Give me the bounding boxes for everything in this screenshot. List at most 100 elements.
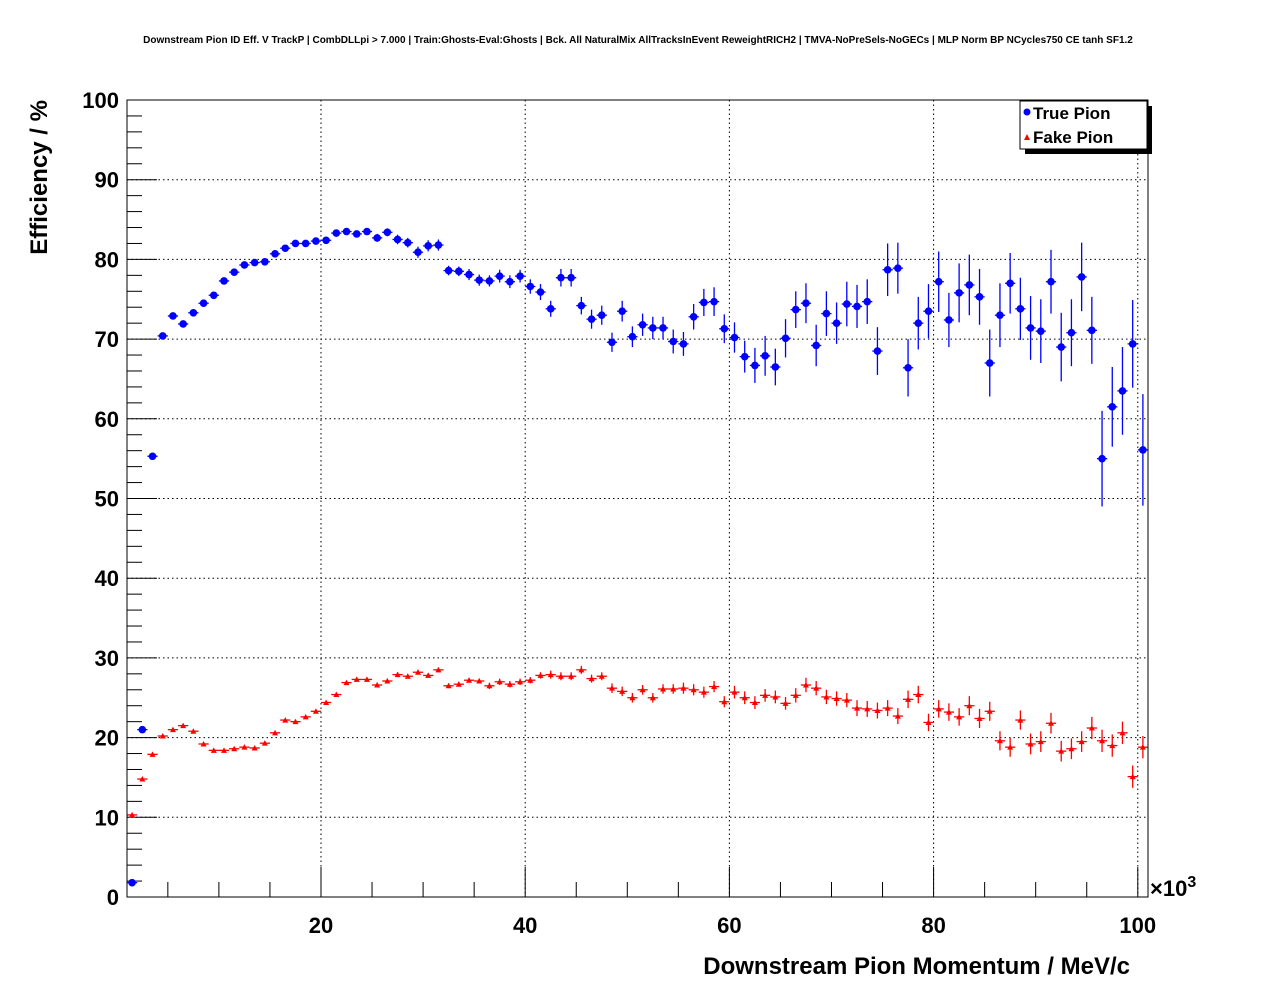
data-point	[670, 685, 677, 692]
data-point	[894, 713, 901, 719]
data-point	[403, 238, 412, 247]
data-point	[802, 299, 810, 308]
data-point	[711, 683, 718, 690]
x-tick-label: 100	[1119, 913, 1156, 938]
data-point	[495, 272, 504, 280]
data-point	[240, 261, 249, 269]
data-point	[466, 677, 473, 683]
data-point	[853, 302, 861, 311]
data-point	[669, 337, 678, 346]
data-point	[822, 309, 831, 318]
data-point	[1057, 343, 1066, 351]
data-point	[721, 698, 728, 705]
data-point	[434, 241, 443, 249]
data-point	[1129, 773, 1136, 780]
data-point	[772, 693, 779, 700]
axes: 0 10 20 30 40 50 60 70 80 90 100 20 40 60 80 100	[82, 88, 1156, 938]
data-point	[536, 288, 545, 296]
y-axis-label: Efficiency / %	[26, 100, 53, 255]
chart-title: Downstream Pion ID Eff. V TrackP | CombD…	[143, 35, 1133, 46]
plot-frame	[126, 99, 1149, 898]
data-point	[1088, 725, 1095, 731]
data-point	[1037, 738, 1044, 745]
data-points	[127, 227, 1148, 887]
data-point	[1026, 324, 1035, 332]
y-tick-label: 40	[95, 566, 119, 591]
data-point	[1007, 744, 1014, 750]
data-point	[383, 228, 392, 237]
data-point	[710, 297, 718, 306]
data-point	[506, 681, 513, 687]
data-point	[679, 340, 688, 348]
data-point	[1077, 273, 1086, 281]
data-point	[128, 878, 136, 887]
data-point	[261, 257, 269, 266]
data-point	[282, 717, 289, 723]
data-point	[179, 320, 187, 328]
data-point	[149, 751, 156, 757]
data-point	[986, 708, 993, 714]
data-point	[1139, 744, 1146, 750]
legend: True Pion Fake Pion	[1019, 100, 1152, 154]
data-point	[393, 235, 402, 244]
data-point	[292, 718, 299, 725]
data-point	[210, 747, 217, 753]
data-point	[1088, 326, 1096, 335]
data-point	[791, 305, 800, 314]
data-point	[1068, 745, 1075, 752]
data-point	[342, 227, 351, 236]
data-point	[874, 707, 881, 714]
data-point	[966, 702, 973, 709]
data-point	[261, 740, 268, 746]
data-point	[832, 319, 841, 327]
data-point	[894, 264, 902, 272]
data-point	[568, 673, 575, 679]
data-point	[843, 300, 851, 308]
data-point	[782, 700, 789, 706]
data-point	[332, 229, 341, 237]
data-point	[945, 709, 952, 715]
data-point	[323, 699, 330, 706]
data-point	[833, 695, 840, 702]
data-point	[996, 311, 1004, 319]
data-point	[272, 729, 279, 736]
data-point	[905, 696, 912, 702]
data-point	[629, 694, 636, 701]
grid	[127, 100, 1148, 897]
data-point	[496, 678, 503, 685]
data-point	[864, 705, 871, 712]
data-point	[985, 359, 994, 367]
data-point	[209, 291, 218, 300]
data-point	[1036, 327, 1045, 335]
data-point	[762, 692, 769, 698]
data-point	[333, 691, 340, 698]
data-point	[649, 694, 656, 701]
data-point	[975, 293, 984, 301]
data-point	[740, 352, 749, 361]
data-point	[343, 679, 350, 686]
data-point	[567, 273, 575, 282]
data-point	[557, 673, 564, 679]
data-point	[353, 676, 360, 682]
data-point	[883, 265, 892, 274]
legend-true-pion-label: True Pion	[1033, 104, 1110, 123]
data-point	[1027, 740, 1034, 747]
data-point	[527, 677, 534, 683]
y-tick-label: 20	[95, 726, 119, 751]
data-point	[1108, 403, 1117, 411]
data-point	[425, 672, 432, 678]
data-point	[956, 713, 963, 720]
data-point	[455, 681, 462, 687]
data-point	[761, 352, 769, 360]
series-true-pion	[127, 227, 1148, 887]
y-tick-label: 90	[95, 168, 119, 193]
data-point	[1058, 748, 1065, 754]
data-point	[1067, 328, 1076, 337]
legend-fake-pion-label: Fake Pion	[1033, 128, 1113, 147]
data-point	[608, 338, 616, 347]
y-tick-label: 30	[95, 646, 119, 671]
data-point	[138, 725, 147, 734]
data-point	[628, 332, 637, 341]
data-point	[577, 301, 586, 310]
